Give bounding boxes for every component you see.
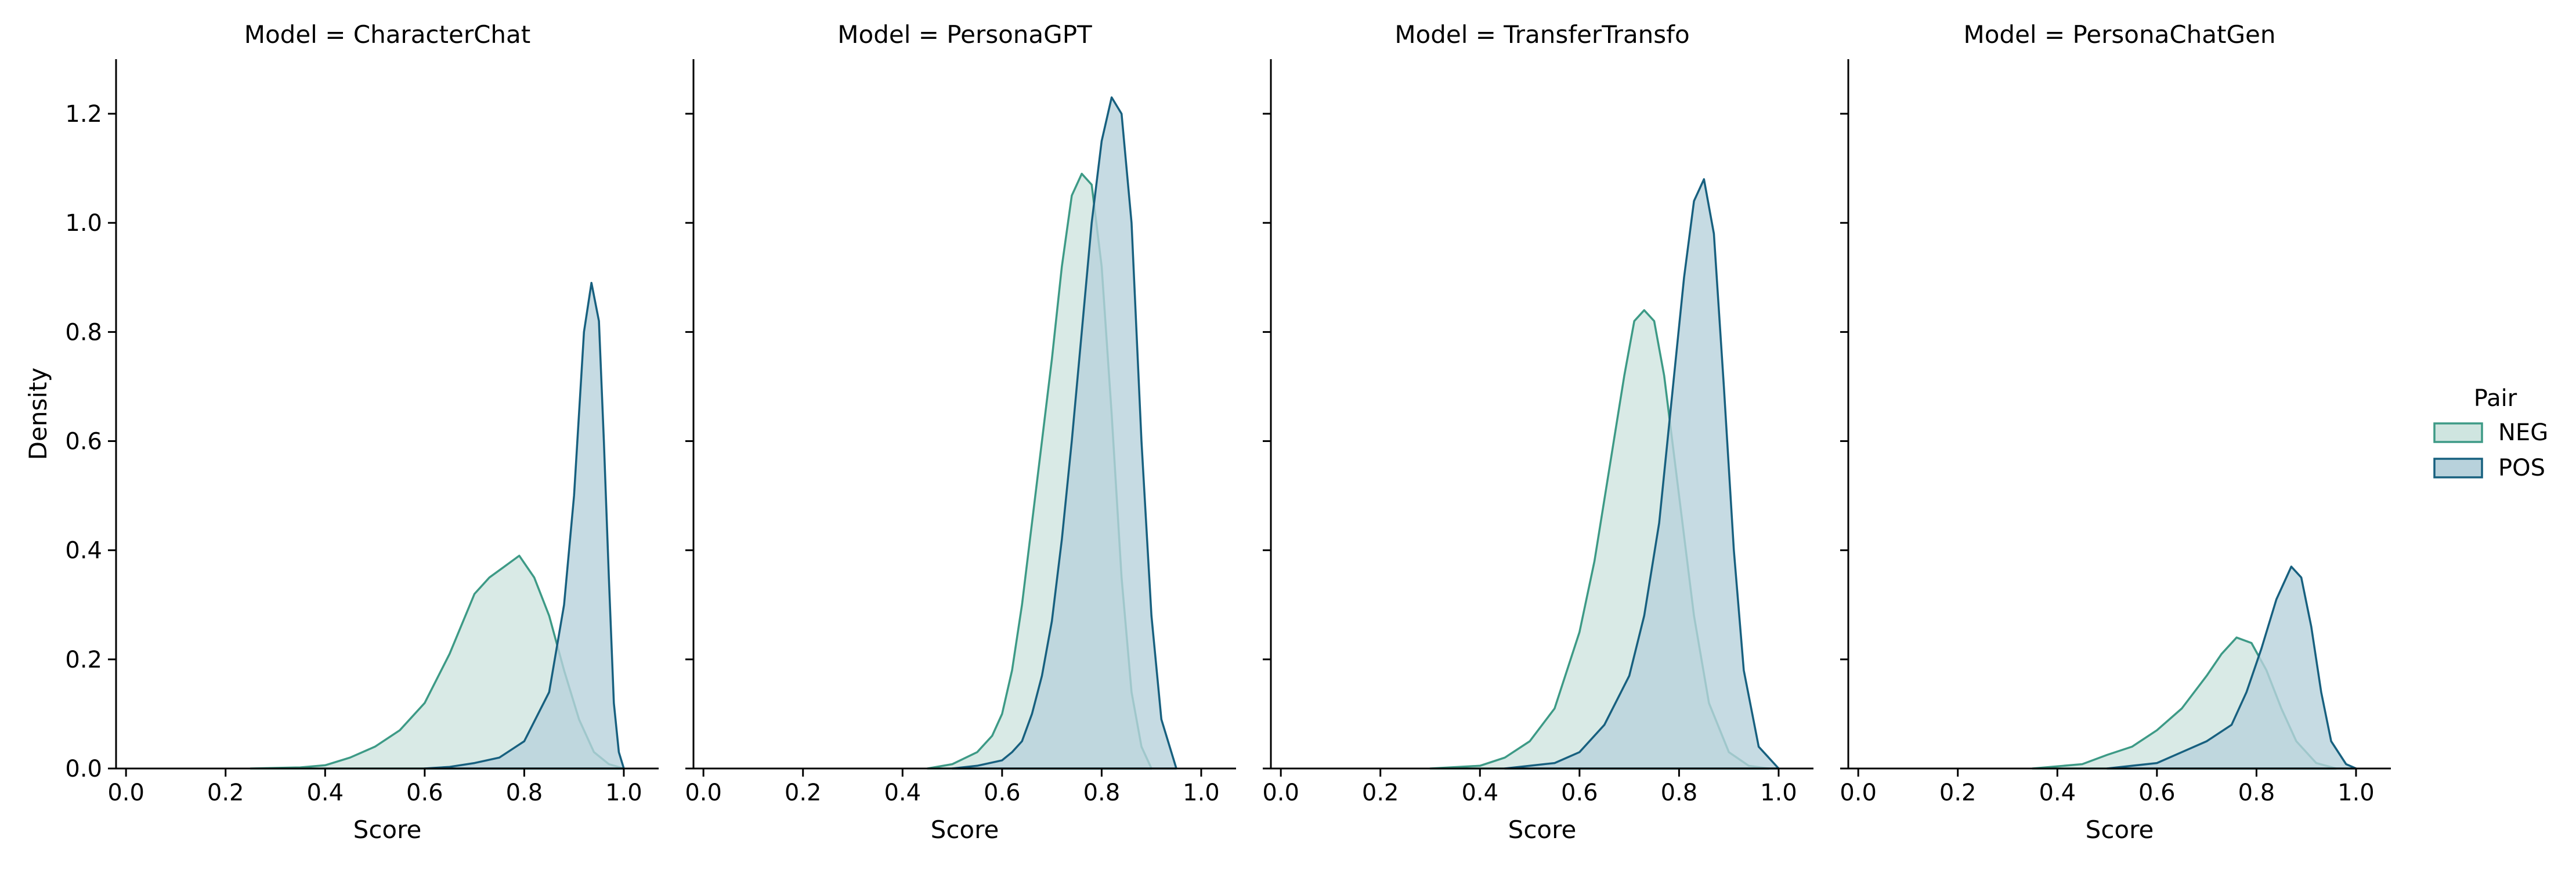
x-tick-label: 0.6 [406,780,443,806]
x-tick-label: 0.8 [2238,780,2275,806]
x-axis-title: Score [2086,815,2154,844]
x-tick-label: 0.8 [1083,780,1121,806]
y-tick-label: 1.2 [65,101,102,128]
x-tick-label: 0.4 [2039,780,2076,806]
x-tick-label: 0.0 [1262,780,1299,806]
x-tick-label: 0.0 [107,780,144,806]
panel-title: Model = PersonaChatGen [1963,20,2275,49]
legend-swatch-pos [2433,458,2483,478]
legend: Pair NEG POS [2433,385,2548,481]
x-axis-title: Score [1508,815,1577,844]
y-tick-label: 0.6 [65,429,102,455]
y-tick-label: 0.2 [65,647,102,673]
legend-label-neg: NEG [2498,419,2548,446]
y-tick-label: 1.0 [65,210,102,237]
panel-1: 0.0 0.2 0.4 0.6 0.8 1.0 0.0 0.2 0.4 0.6 0.8 1.0 1.2 S… [65,20,659,844]
panel-title: Model = TransferTransfo [1394,20,1689,49]
x-tick-label: 0.6 [984,780,1021,806]
panel-title: Model = PersonaGPT [837,20,1092,49]
density-area-pos [2106,566,2357,770]
x-tick-label: 0.2 [1362,780,1399,806]
y-axis-title: Density [24,368,52,461]
x-axis-title: Score [353,815,422,844]
x-tick-label: 0.2 [207,780,244,806]
x-tick-label: 0.4 [1461,780,1498,806]
x-tick-label: 0.2 [785,780,822,806]
x-tick-label: 1.0 [1760,780,1797,806]
x-tick-label: 0.0 [685,780,722,806]
x-tick-label: 0.8 [1661,780,1698,806]
y-tick-label: 0.4 [65,538,102,564]
x-tick-label: 0.4 [306,780,344,806]
x-tick-label: 0.6 [2138,780,2176,806]
legend-swatch-neg [2433,422,2483,443]
density-area-pos [951,96,1177,770]
x-tick-label: 0.4 [884,780,921,806]
panel-4: 0.0 0.2 0.4 0.6 0.8 1.0 Score Model = PersonaCh… [1840,20,2391,844]
density-area-pos [424,281,625,770]
x-tick-label: 0.6 [1561,780,1598,806]
x-tick-label: 0.2 [1939,780,1977,806]
panel-title: Model = CharacterChat [244,20,531,49]
panel-3: 0.0 0.2 0.4 0.6 0.8 1.0 Score Model = TransferT… [1262,20,1813,844]
x-tick-label: 1.0 [1183,780,1220,806]
legend-title: Pair [2474,385,2517,412]
x-axis-title: Score [931,815,999,844]
x-tick-label: 1.0 [2337,780,2375,806]
panel-2: 0.0 0.2 0.4 0.6 0.8 1.0 Score Model = PersonaGP… [685,20,1236,844]
y-tick-label: 0.0 [65,756,102,782]
facet-panels: 0.0 0.2 0.4 0.6 0.8 1.0 0.0 0.2 0.4 0.6 0.8 1.0 1.2 S… [65,20,2391,844]
density-area-pos [1504,178,1780,770]
x-tick-label: 0.0 [1840,780,1877,806]
x-tick-label: 1.0 [605,780,642,806]
legend-label-pos: POS [2498,455,2545,481]
y-tick-label: 0.8 [65,319,102,346]
x-tick-label: 0.8 [506,780,543,806]
